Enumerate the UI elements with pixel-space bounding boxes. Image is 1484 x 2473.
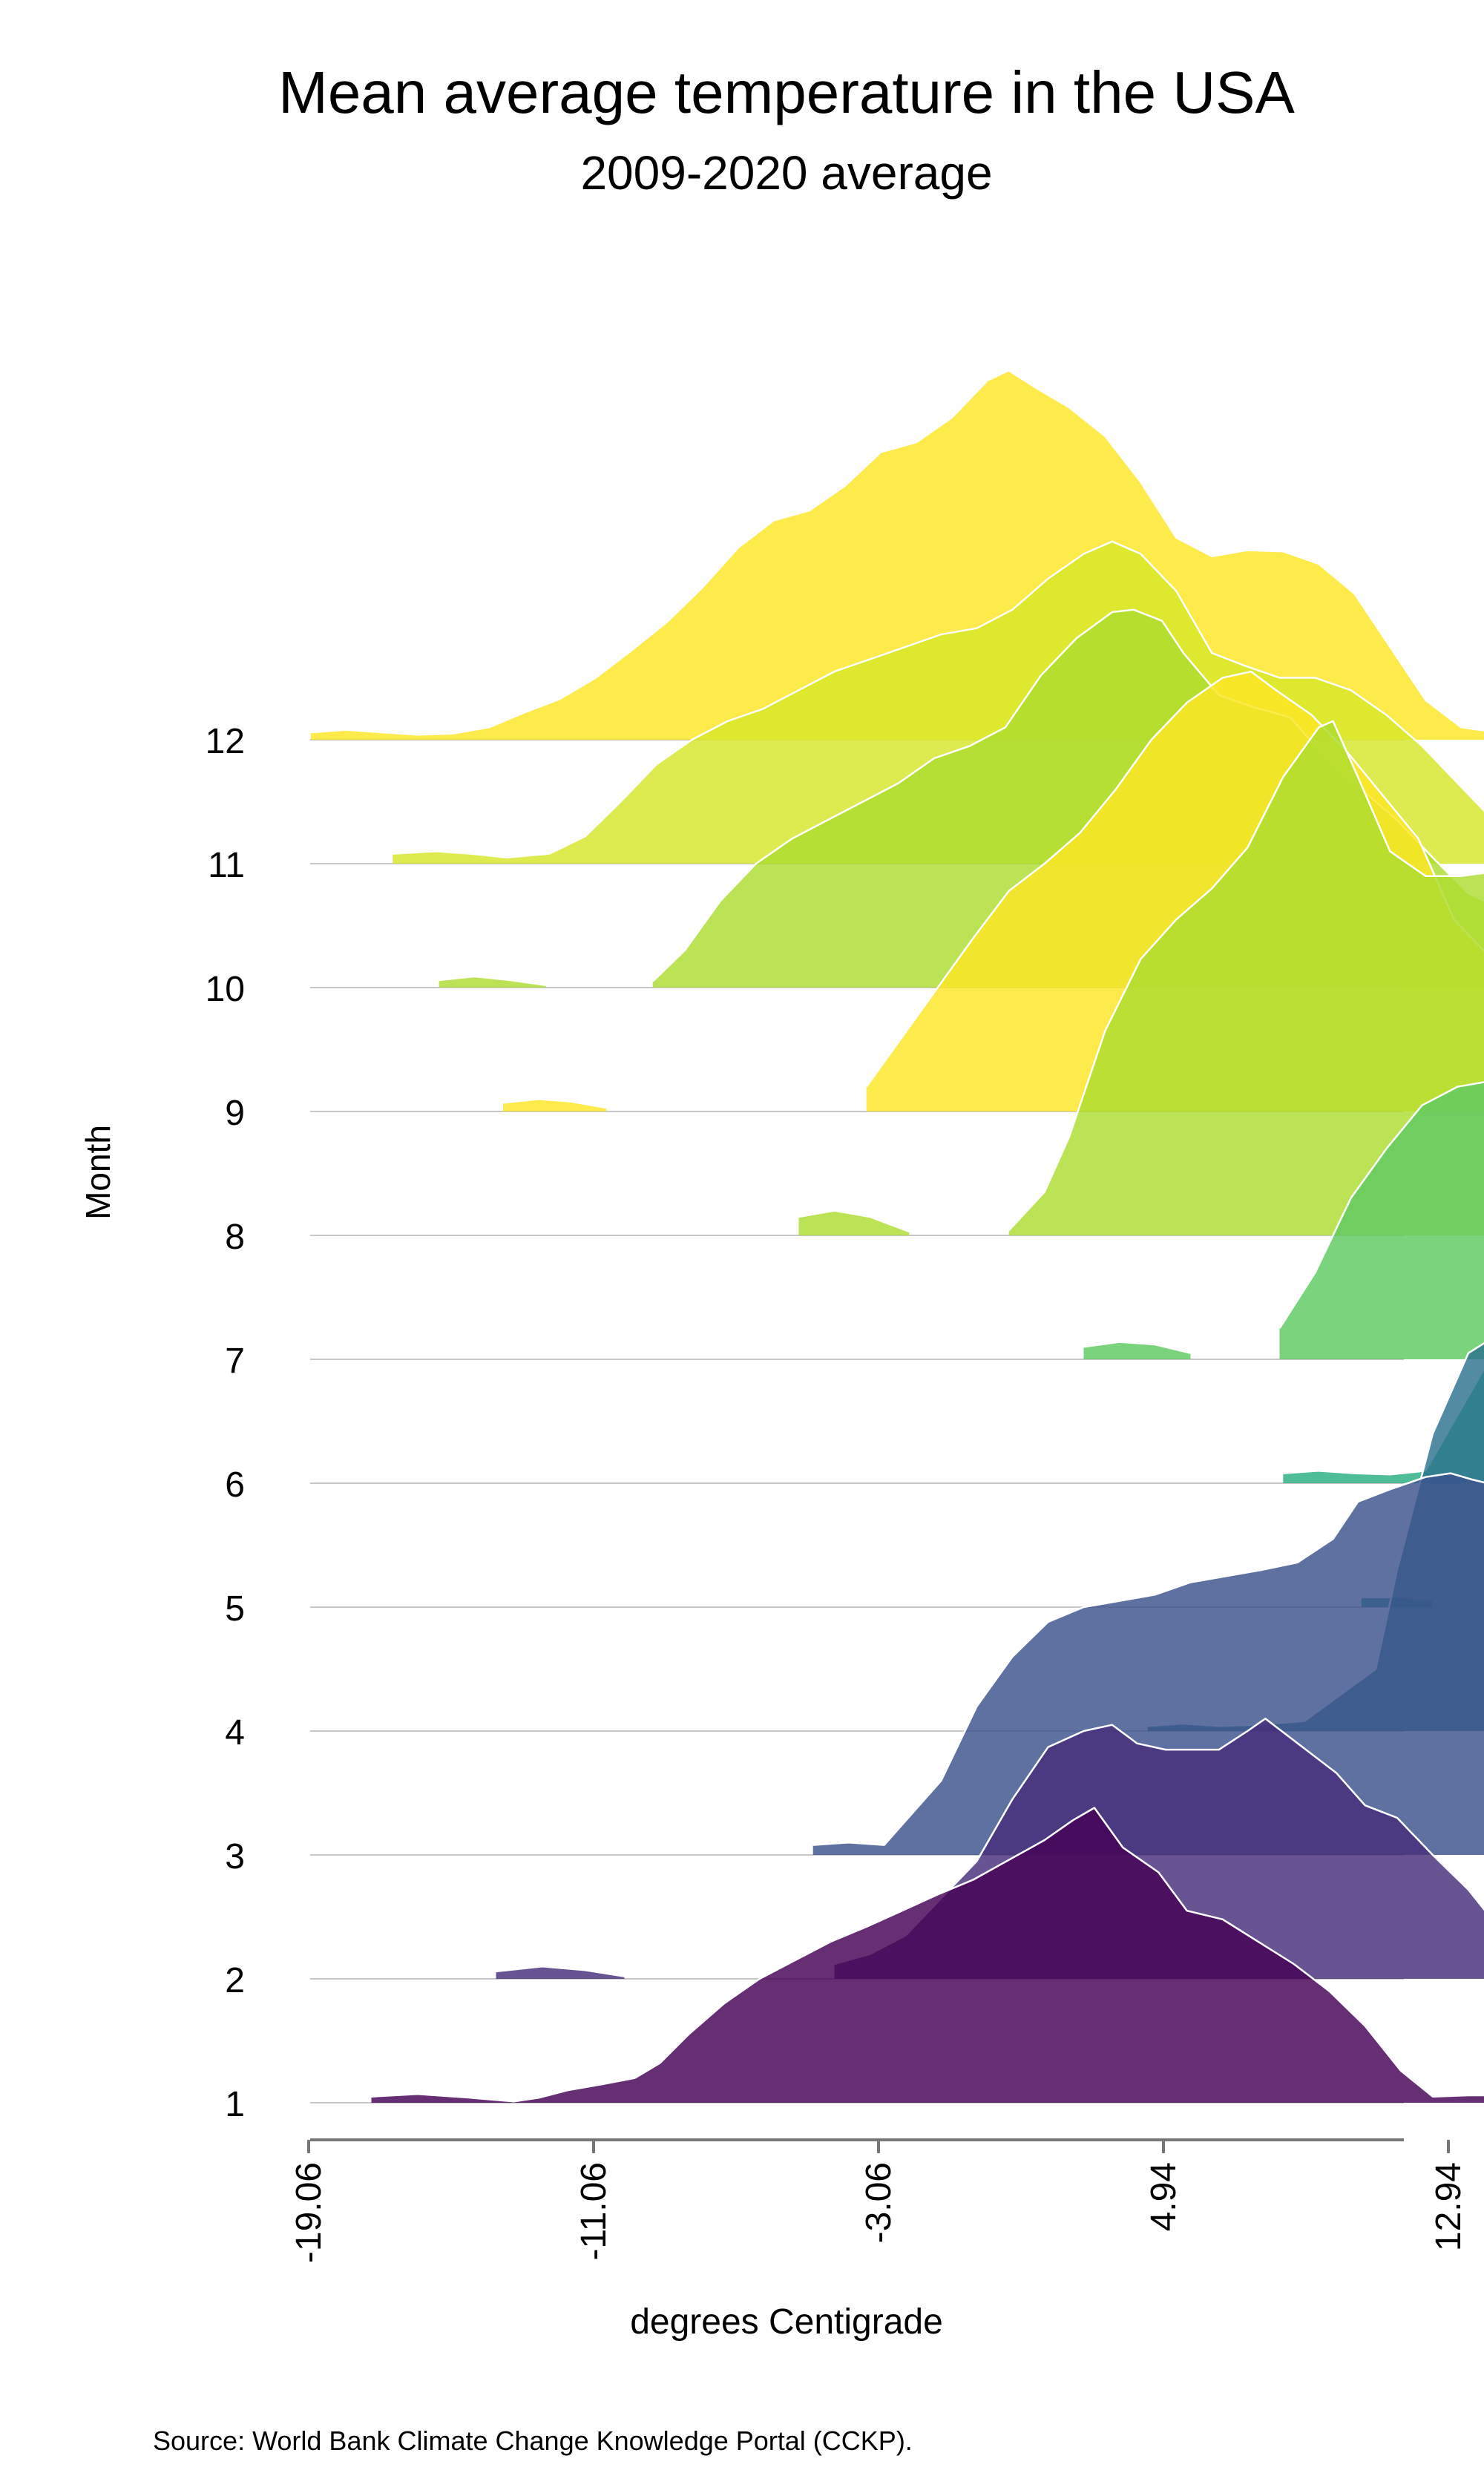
y-tick-label: 7: [225, 1341, 245, 1381]
ridges: [310, 370, 1484, 2103]
ridge-outline-month-1: [371, 1807, 1484, 2103]
y-tick-label: 2: [225, 1961, 245, 2000]
ridge-outline-month-8-seg1: [1008, 720, 1484, 1232]
ridge-outline-month-12: [310, 370, 1484, 736]
y-tick-label: 10: [206, 970, 245, 1009]
ridge-outline-month-7-seg1: [1278, 1081, 1484, 1329]
ridge-outline-month-6: [1283, 1367, 1484, 1476]
y-tick-label: 4: [225, 1713, 245, 1753]
ridge-outline-month-2: [496, 1965, 625, 1977]
y-tick-label: 11: [208, 846, 245, 885]
ridge-month-7-seg1: [1279, 1082, 1484, 1359]
source-note: Source: World Bank Climate Change Knowle…: [153, 2426, 913, 2456]
ridge-month-1: [371, 1807, 1484, 2103]
ridge-month-10: [439, 976, 546, 988]
y-tick-label: 3: [225, 1837, 245, 1876]
ridge-month-8: [798, 1210, 910, 1235]
ridge-month-7: [1083, 1341, 1191, 1359]
y-axis-label: Month: [79, 1125, 117, 1220]
y-tick-label: 5: [225, 1589, 245, 1629]
ridge-month-2: [496, 1966, 625, 1979]
y-tick-label: 8: [225, 1218, 245, 1257]
ridge-outline-month-3: [812, 1472, 1484, 1846]
ridge-month-8-seg1: [1008, 720, 1484, 1235]
y-tick-label: 12: [206, 722, 245, 761]
y-tick-label: 9: [225, 1094, 245, 1133]
chart-subtitle: 2009-2020 average: [580, 146, 992, 200]
x-tick-label: -3.06: [859, 2162, 899, 2243]
ridge-outline-month-10-seg1: [651, 608, 1484, 982]
ridge-outline-month-10: [439, 975, 546, 986]
x-tick-label: -11.06: [574, 2162, 614, 2261]
x-axis-label: degrees Centigrade: [630, 2302, 943, 2342]
x-tick-label: 12.94: [1429, 2162, 1468, 2251]
chart-title: Mean average temperature in the USA: [278, 59, 1295, 125]
ridge-outline-month-9: [502, 1098, 607, 1109]
ridge-outline-month-8: [798, 1209, 910, 1233]
y-tick-label: 1: [225, 2085, 245, 2124]
ridge-outline-month-11: [393, 540, 1484, 858]
ridge-month-9: [503, 1099, 607, 1111]
x-tick-label: 4.94: [1144, 2162, 1183, 2231]
y-tick-label: 6: [225, 1465, 245, 1505]
ridge-outline-month-7: [1083, 1341, 1191, 1354]
ridge-outline-month-2-seg1: [834, 1718, 1484, 1965]
x-tick-label: -19.06: [289, 2162, 329, 2263]
